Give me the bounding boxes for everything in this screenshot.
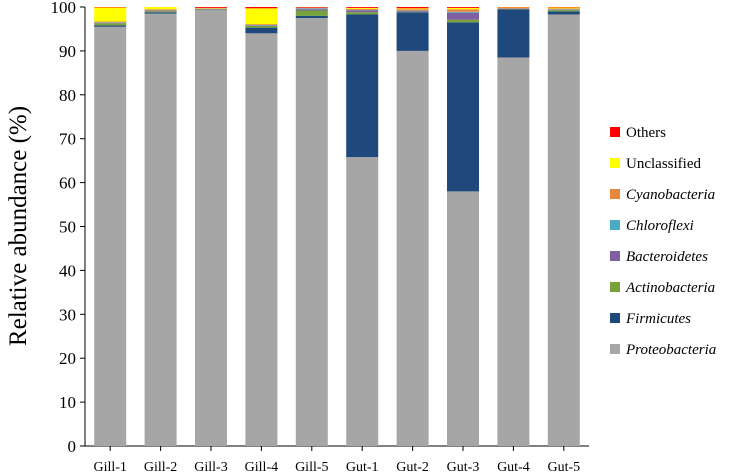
legend-label-chloroflexi: Chloroflexi	[626, 218, 694, 234]
bar-segment-unclassified	[396, 8, 429, 10]
bar-segment-firmicutes	[295, 15, 328, 18]
legend-swatch-chloroflexi	[610, 220, 620, 230]
bar-segment-firmicutes	[94, 25, 127, 27]
bar-segment-firmicutes	[144, 12, 177, 14]
bar-segment-bacteroidetes	[396, 10, 429, 12]
legend-swatch-actinobacteria	[610, 282, 620, 292]
bar-segment-others	[396, 7, 429, 9]
bar-segment-actinobacteria	[447, 19, 479, 23]
bar-segment-proteobacteria	[144, 13, 177, 447]
x-tick-label: Gut-4	[497, 460, 530, 475]
x-tick-labels: Gill-1 Gill-2 Gill-3 Gill-4 Gill-5 Gut-1 Gut-2…	[93, 446, 580, 475]
bar-segment-actinobacteria	[245, 25, 278, 28]
y-ticks: 0 10 20 30 40 50 60 70 80 90 100	[51, 0, 85, 456]
bar-segment-proteobacteria	[346, 157, 379, 446]
y-axis-title: Relative abundance (%)	[5, 106, 32, 346]
bar-segment-proteobacteria	[497, 57, 530, 447]
bar-segment-others	[447, 7, 479, 8]
bar-segment-cyanobacteria	[94, 21, 127, 23]
bar-segment-cyanobacteria	[547, 8, 580, 10]
y-tick-label: 60	[59, 174, 76, 193]
bar-segment-unclassified	[144, 7, 177, 10]
x-tick-label: Gut-5	[547, 460, 580, 475]
bar-segment-firmicutes	[245, 27, 278, 34]
bar-segment-actinobacteria	[346, 12, 379, 15]
legend-swatch-bacteroidetes	[610, 251, 620, 261]
legend-swatch-cyanobacteria	[610, 189, 620, 199]
y-tick-label: 40	[59, 261, 76, 280]
bar-segment-proteobacteria	[245, 33, 278, 447]
bar-segment-others	[245, 7, 278, 9]
legend-label-actinobacteria: Actinobacteria	[625, 280, 715, 296]
bar-segment-actinobacteria	[94, 23, 127, 26]
bar-segment-chloroflexi	[295, 8, 328, 10]
bar-segment-unclassified	[94, 7, 127, 22]
bar-segment-cyanobacteria	[447, 9, 479, 12]
bar-segment-cyanobacteria	[245, 24, 278, 25]
x-tick-label: Gill-1	[93, 460, 126, 475]
y-tick-label: 10	[59, 393, 76, 412]
legend: Others Unclassified Cyanobacteria Chlorofle…	[610, 125, 716, 358]
y-tick-label: 20	[59, 349, 76, 368]
bar-segment-unclassified	[447, 7, 479, 10]
bar-segment-firmicutes	[497, 9, 530, 58]
bar-segment-chloroflexi	[447, 11, 479, 13]
y-tick-label: 30	[59, 305, 76, 324]
bar-segment-cyanobacteria	[396, 9, 429, 11]
x-tick-label: Gut-3	[447, 460, 480, 475]
legend-label-firmicutes: Firmicutes	[625, 311, 691, 327]
bar-segment-proteobacteria	[94, 26, 127, 446]
bar-segment-unclassified	[547, 7, 580, 9]
bar-segment-proteobacteria	[195, 10, 227, 447]
x-tick-label: Gill-3	[194, 460, 227, 475]
legend-label-proteobacteria: Proteobacteria	[625, 342, 716, 358]
y-tick-label: 50	[59, 218, 76, 237]
bar-segment-actinobacteria	[547, 10, 580, 12]
y-tick-label: 0	[68, 437, 77, 456]
x-tick-label: Gill-5	[295, 460, 328, 475]
bar-segment-proteobacteria	[295, 17, 328, 446]
bar-segment-cyanobacteria	[346, 8, 379, 11]
bar-segment-unclassified	[346, 7, 379, 9]
legend-label-bacteroidetes: Bacteroidetes	[626, 249, 708, 265]
x-tick-label: Gut-1	[346, 460, 379, 475]
x-tick-label: Gill-2	[144, 460, 177, 475]
bar-segment-bacteroidetes	[295, 9, 328, 11]
bar-segment-proteobacteria	[447, 191, 479, 446]
y-tick-label: 70	[59, 130, 76, 149]
legend-swatch-firmicutes	[610, 313, 620, 323]
bar-segment-proteobacteria	[396, 50, 429, 447]
y-tick-label: 100	[51, 0, 77, 17]
bar-segment-others	[195, 7, 227, 8]
bar-segment-cyanobacteria	[295, 7, 328, 9]
y-tick-label: 80	[59, 86, 76, 105]
bar-segment-firmicutes	[547, 11, 580, 15]
legend-swatch-proteobacteria	[610, 344, 620, 354]
x-tick-label: Gill-4	[245, 460, 278, 475]
x-tick-label: Gut-2	[396, 460, 429, 475]
y-tick-label: 90	[59, 42, 76, 61]
legend-label-others: Others	[626, 125, 666, 141]
bar-segment-bacteroidetes	[447, 12, 479, 20]
legend-swatch-unclassified	[610, 158, 620, 168]
bar-segment-firmicutes	[346, 14, 379, 158]
bar-segment-firmicutes	[447, 22, 479, 192]
bar-segment-others	[346, 7, 379, 8]
bar-segment-cyanobacteria	[144, 9, 177, 11]
bar-segment-bacteroidetes	[346, 10, 379, 13]
legend-label-unclassified: Unclassified	[626, 156, 701, 172]
legend-swatch-others	[610, 127, 620, 137]
bar-segment-firmicutes	[396, 12, 429, 51]
bar-segment-actinobacteria	[144, 11, 177, 13]
bar-segment-unclassified	[245, 8, 278, 25]
bar-segment-proteobacteria	[547, 14, 580, 446]
bars	[94, 7, 580, 447]
bar-segment-actinobacteria	[295, 10, 328, 16]
legend-label-cyanobacteria: Cyanobacteria	[626, 187, 715, 203]
